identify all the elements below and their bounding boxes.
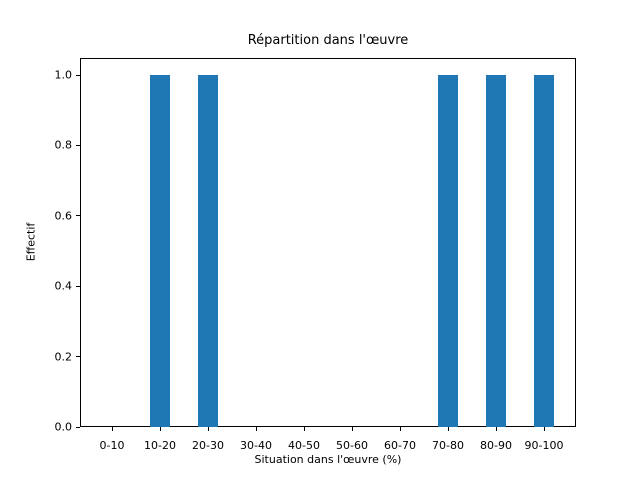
bar-90-100: [534, 75, 554, 427]
x-tick-mark: [111, 427, 113, 431]
y-tick-label: 0.4: [54, 279, 73, 293]
bar-80-90: [486, 75, 506, 427]
x-tick-mark: [495, 427, 497, 431]
y-tick-label: 0.0: [54, 420, 73, 434]
x-tick-mark: [159, 427, 161, 431]
x-tick-mark: [447, 427, 449, 431]
bar-20-30: [198, 75, 218, 427]
x-tick-label: 80-90: [480, 439, 512, 452]
x-tick-label: 70-80: [432, 439, 464, 452]
bar-10-20: [150, 75, 170, 427]
x-tick-mark: [399, 427, 401, 431]
x-tick-mark: [303, 427, 305, 431]
x-tick-label: 60-70: [384, 439, 416, 452]
x-tick-mark: [207, 427, 209, 431]
x-tick-label: 50-60: [336, 439, 368, 452]
y-tick-label: 0.2: [54, 350, 73, 364]
x-tick-mark: [255, 427, 257, 431]
y-axis-label: Effectif: [24, 222, 38, 262]
chart-title: Répartition dans l'œuvre: [247, 33, 409, 48]
x-tick-label: 40-50: [288, 439, 320, 452]
x-axis-label: Situation dans l'œuvre (%): [254, 453, 402, 466]
x-tick-label: 20-30: [192, 439, 224, 452]
y-tick-label: 0.8: [54, 138, 73, 152]
y-tick-mark: [76, 285, 80, 287]
x-tick-mark: [351, 427, 353, 431]
x-tick-mark: [543, 427, 545, 431]
y-tick-mark: [76, 74, 80, 76]
y-tick-mark: [76, 426, 80, 428]
y-tick-mark: [76, 356, 80, 358]
x-tick-label: 0-10: [99, 439, 125, 452]
y-tick-label: 0.6: [54, 209, 73, 223]
x-tick-label: 10-20: [144, 439, 176, 452]
x-tick-label: 30-40: [240, 439, 272, 452]
x-tick-label: 90-100: [524, 439, 564, 452]
y-tick-mark: [76, 144, 80, 146]
bar-70-80: [438, 75, 458, 427]
y-tick-mark: [76, 215, 80, 217]
y-tick-label: 1.0: [54, 68, 73, 82]
